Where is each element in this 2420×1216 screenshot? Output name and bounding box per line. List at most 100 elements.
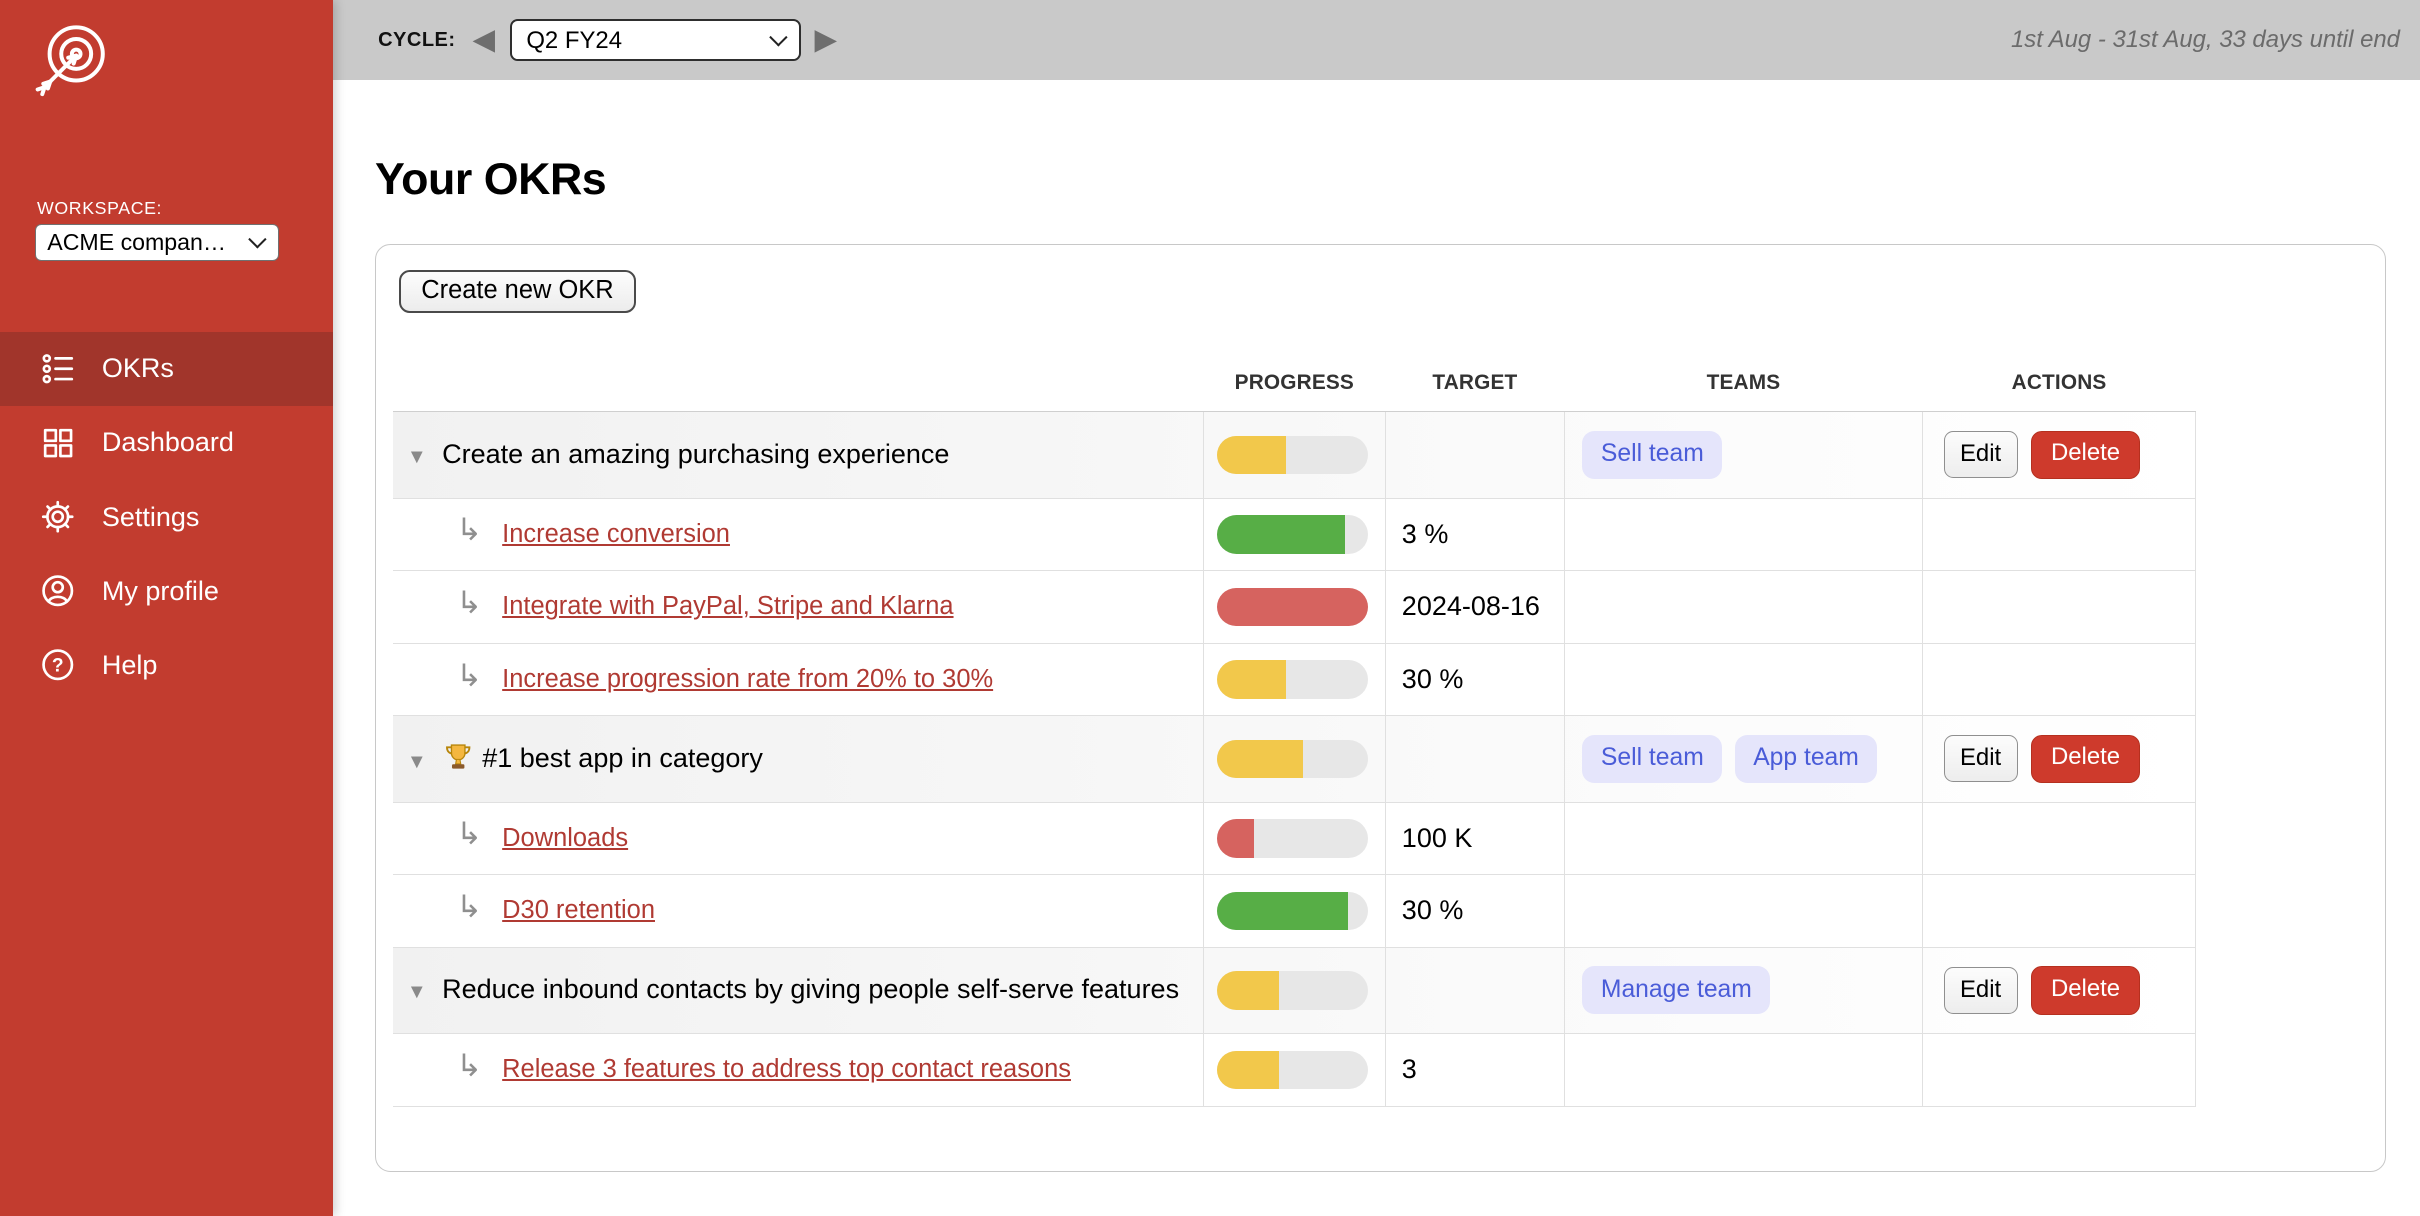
actions-cell [1922, 1034, 2196, 1106]
workspace-select[interactable]: ACME compan… [35, 223, 280, 261]
header-progress: PROGRESS [1234, 371, 1354, 395]
name-cell: ▼ #1 best app in category [393, 716, 1203, 801]
sub-item-arrow-icon: ↳ [456, 657, 483, 693]
edit-button[interactable]: Edit [1943, 431, 2018, 479]
key-result-link[interactable]: Increase progression rate from 20% to 30… [502, 664, 994, 693]
progress-cell [1203, 947, 1385, 1034]
delete-button[interactable]: Delete [2031, 734, 2140, 784]
trophy-icon [446, 744, 471, 770]
teams-cell [1564, 875, 1922, 947]
sidebar-nav: OKRs Dashboard [0, 331, 334, 702]
progress-bar [1216, 891, 1368, 931]
target-value: 30 % [1401, 895, 1464, 926]
teams-cell: Manage team [1564, 947, 1922, 1034]
profile-user-icon [42, 575, 74, 607]
sub-item-arrow-icon: ↳ [456, 816, 483, 852]
actions-cell: Edit Delete [1922, 716, 2196, 802]
target-value: 30 % [1401, 663, 1464, 694]
teams-cell: Sell team [1564, 412, 1922, 498]
target-cell [1385, 412, 1564, 498]
cycle-period-info: 1st Aug - 31st Aug, 33 days until end [2011, 26, 2400, 54]
progress-cell [1203, 802, 1385, 875]
actions-cell [1922, 498, 2196, 571]
name-cell: ↳ Downloads [393, 803, 1203, 875]
team-badge[interactable]: Sell team [1582, 430, 1723, 479]
team-badge[interactable]: App team [1734, 734, 1878, 783]
target-value: 3 % [1401, 518, 1449, 549]
teams-cell: Sell team App team [1564, 716, 1922, 802]
okr-list-icon [42, 354, 74, 384]
objective-row: ▼ Create an amazing purchasing experience… [392, 412, 2196, 499]
create-new-okr-button[interactable]: Create new OKR [399, 269, 636, 314]
sidebar-item-label: My profile [101, 575, 219, 606]
header-teams: TEAMS [1706, 371, 1781, 395]
cycle-select[interactable]: Q2 FY24 [510, 19, 801, 61]
progress-cell [1203, 1034, 1385, 1106]
sidebar-item-help[interactable]: ? Help [0, 628, 333, 702]
actions-cell: Edit Delete [1922, 947, 2196, 1034]
target-cell: 100 K [1385, 802, 1564, 875]
cycle-select-wrap: Q2 FY24 [510, 19, 801, 61]
workspace-select-wrap: ACME compan… [35, 223, 280, 261]
key-result-row: ↳ Increase conversion 3 % [392, 498, 2196, 572]
target-cell: 30 % [1385, 875, 1564, 947]
sub-item-arrow-icon: ↳ [456, 585, 483, 620]
key-result-row: ↳ Release 3 features to address top conta… [392, 1034, 2196, 1107]
edit-button[interactable]: Edit [1943, 735, 2018, 783]
header-name-spacer [393, 355, 1203, 411]
sidebar-item-label: Settings [101, 501, 200, 532]
progress-bar [1216, 587, 1368, 627]
sidebar: WORKSPACE: ACME compan… OKRs [0, 0, 334, 1216]
progress-cell [1203, 498, 1385, 571]
progress-cell [1203, 643, 1385, 716]
key-result-row: ↳ Increase progression rate from 20% to 3… [392, 643, 2196, 717]
edit-button[interactable]: Edit [1943, 966, 2018, 1014]
previous-cycle-button[interactable]: ◀ [469, 25, 498, 54]
target-cell: 3 [1385, 1034, 1564, 1106]
sidebar-item-okrs[interactable]: OKRs [0, 331, 334, 406]
teams-cell [1564, 498, 1922, 571]
name-cell: ▼ Create an amazing purchasing experience [393, 412, 1203, 497]
sub-item-arrow-icon: ↳ [456, 512, 483, 548]
cycle-label: CYCLE: [378, 28, 456, 51]
next-cycle-button[interactable]: ▶ [811, 25, 840, 54]
header-target: TARGET [1432, 371, 1518, 395]
target-cell: 3 % [1385, 498, 1564, 571]
header-actions: ACTIONS [2011, 371, 2107, 395]
key-result-link[interactable]: D30 retention [502, 896, 655, 925]
actions-cell [1922, 802, 2196, 875]
progress-bar-fill [1216, 660, 1287, 699]
progress-bar-fill [1216, 587, 1368, 627]
progress-bar [1216, 819, 1368, 858]
svg-text:?: ? [52, 656, 64, 677]
sidebar-item-dashboard[interactable]: Dashboard [0, 406, 333, 480]
progress-bar [1216, 660, 1368, 699]
name-cell: ↳ Increase progression rate from 20% to 3… [393, 644, 1203, 716]
main-content: Your OKRs Create new OKR PROGRESS TARGET… [333, 80, 2420, 1173]
sidebar-item-my-profile[interactable]: My profile [0, 554, 333, 628]
help-question-icon: ? [42, 649, 74, 681]
collapse-expander-icon[interactable]: ▼ [406, 445, 427, 468]
collapse-expander-icon[interactable]: ▼ [406, 981, 427, 1004]
target-cell [1385, 716, 1564, 802]
name-cell: ▼ Reduce inbound contacts by giving peopl… [393, 948, 1203, 1033]
key-result-link[interactable]: Integrate with PayPal, Stripe and Klarna [502, 592, 954, 621]
target-value: 2024-08-16 [1401, 591, 1540, 622]
collapse-expander-icon[interactable]: ▼ [406, 750, 427, 773]
team-badge[interactable]: Manage team [1582, 966, 1771, 1015]
key-result-link[interactable]: Release 3 features to address top contac… [502, 1055, 1071, 1084]
objective-row: ▼ #1 best app in category Sell team App te… [392, 716, 2196, 803]
team-badge[interactable]: Sell team [1582, 734, 1723, 783]
delete-button[interactable]: Delete [2031, 966, 2140, 1015]
target-value: 3 [1401, 1054, 1417, 1085]
sidebar-item-settings[interactable]: Settings [0, 480, 333, 554]
progress-cell [1203, 412, 1385, 498]
progress-bar-fill [1216, 515, 1346, 554]
objective-title: #1 best app in category [482, 743, 763, 774]
target-cell: 2024-08-16 [1385, 571, 1564, 643]
delete-button[interactable]: Delete [2031, 430, 2140, 480]
actions-cell [1922, 875, 2196, 947]
key-result-link[interactable]: Increase conversion [502, 519, 730, 548]
name-cell: ↳ Integrate with PayPal, Stripe and Klarn… [393, 571, 1203, 643]
key-result-link[interactable]: Downloads [502, 823, 629, 852]
